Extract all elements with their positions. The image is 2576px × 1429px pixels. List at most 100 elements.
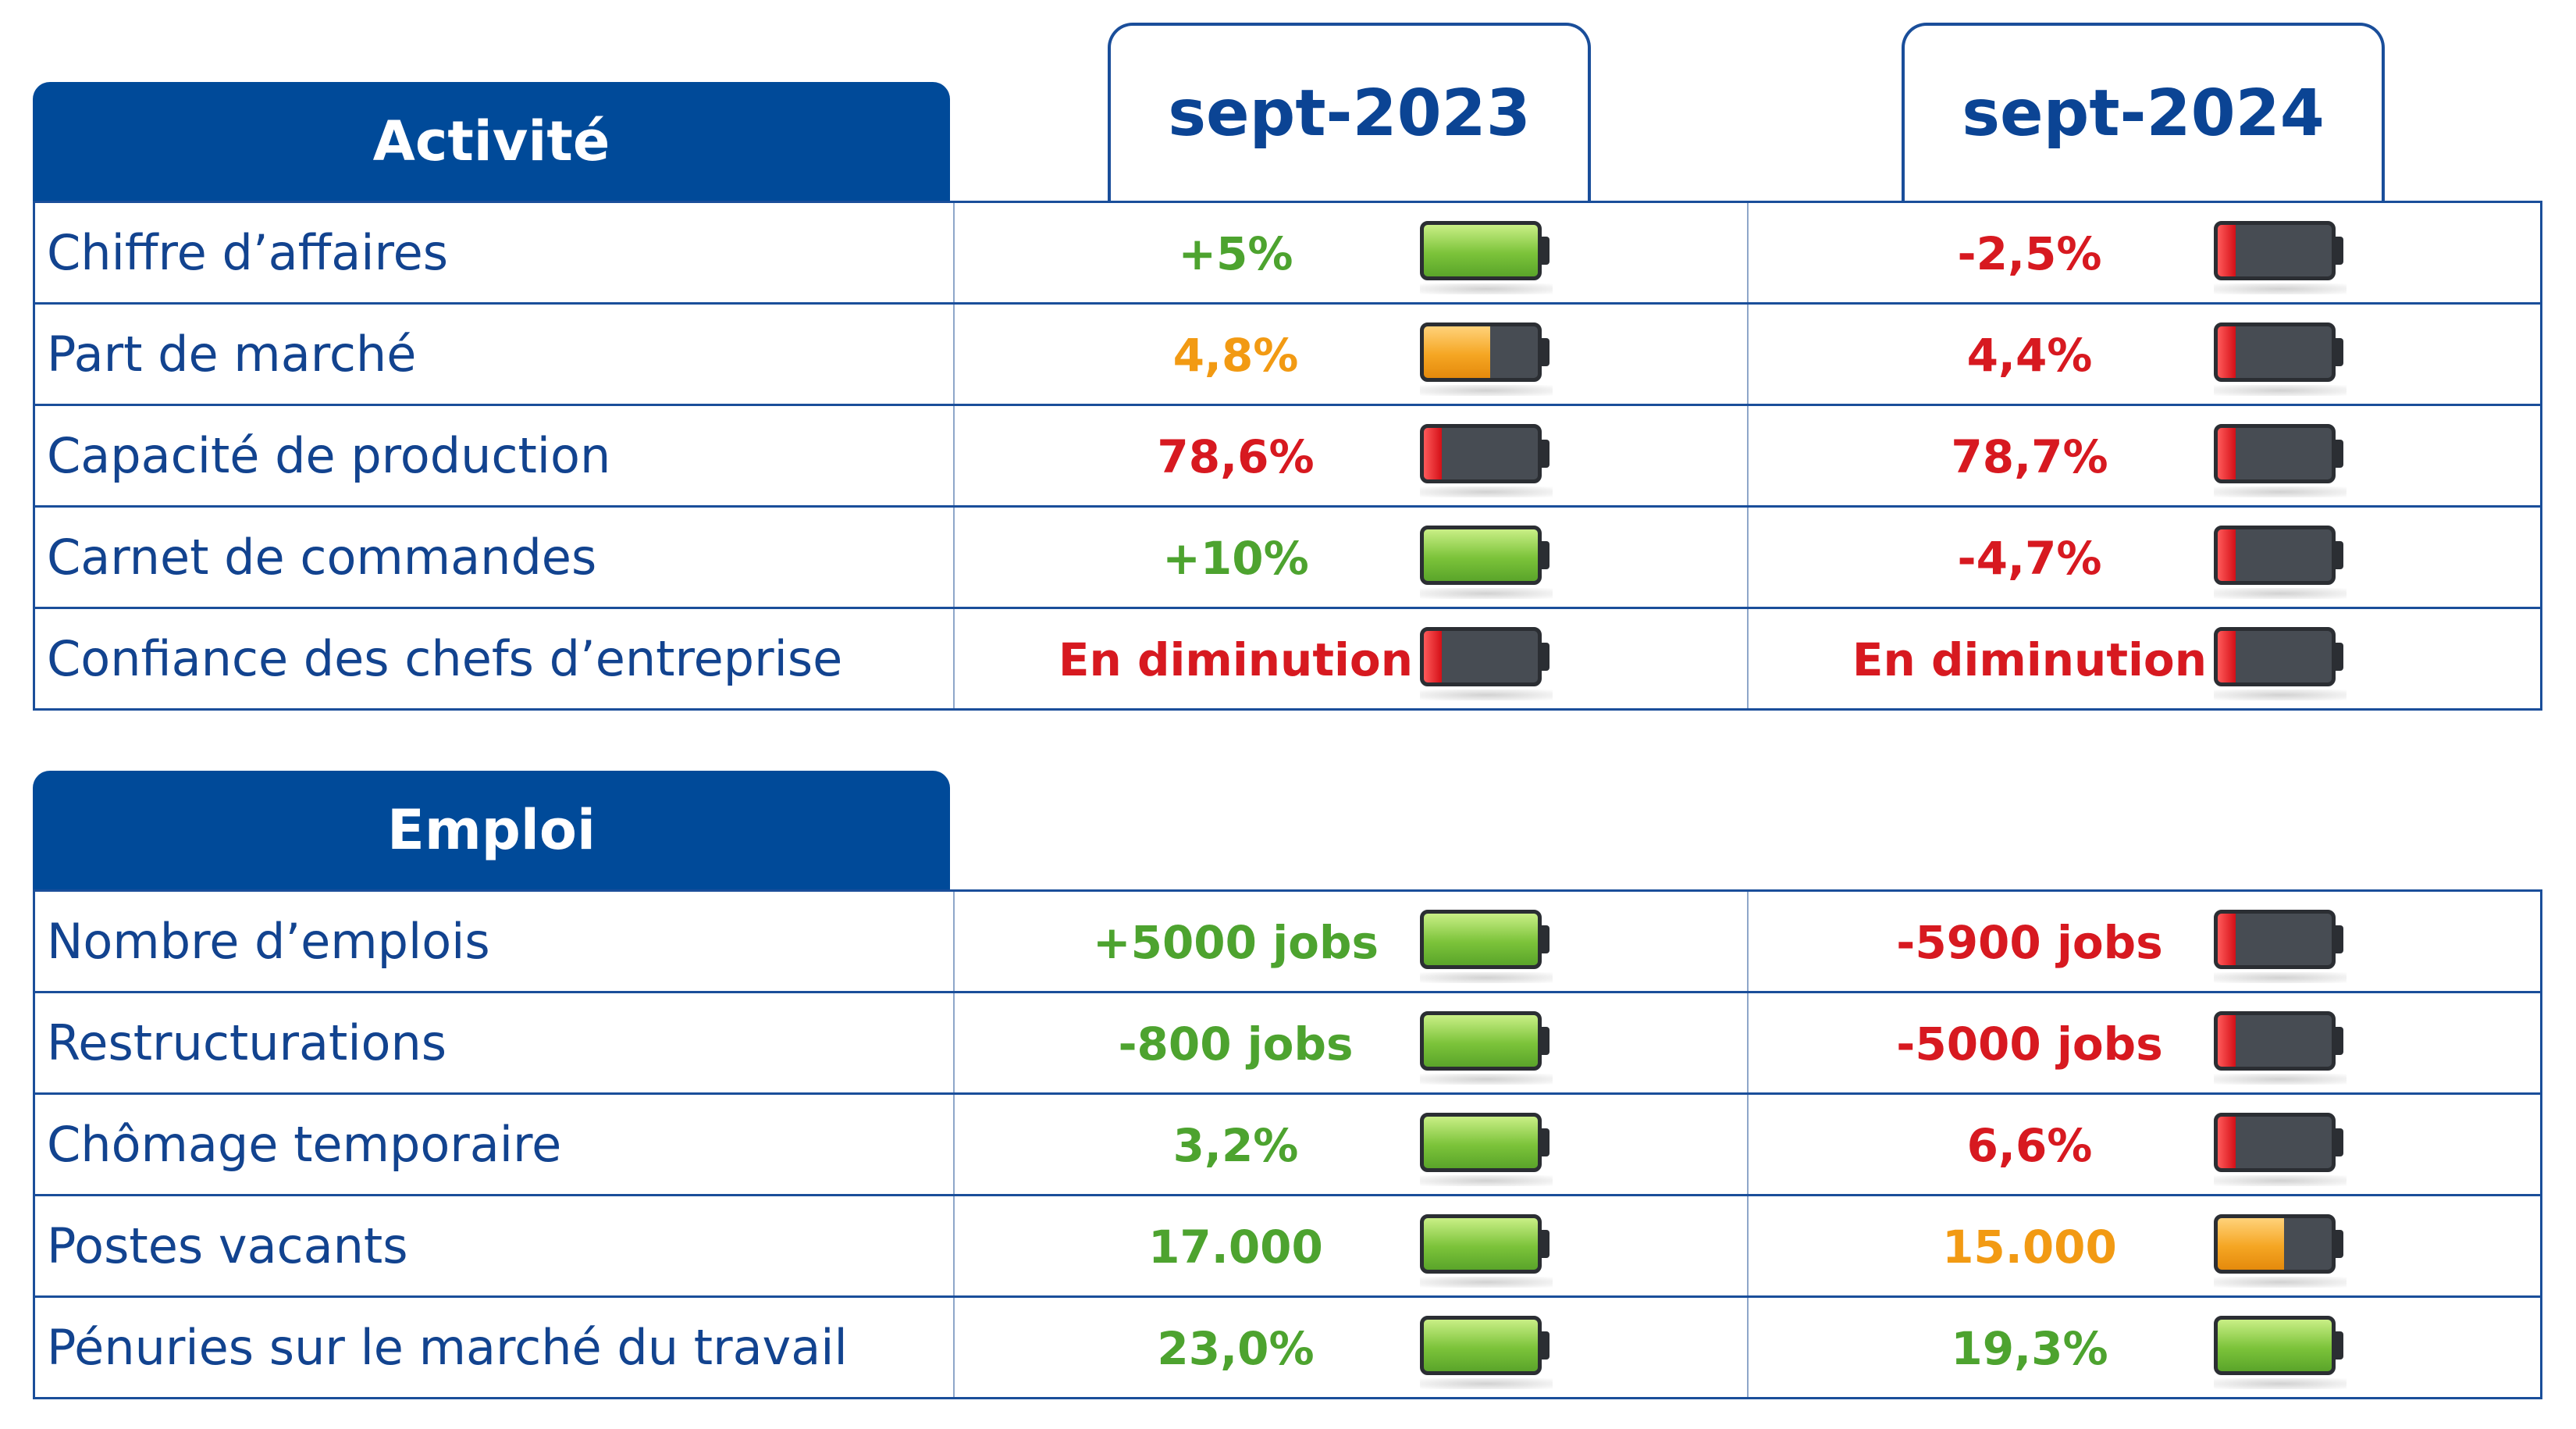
battery-icon — [2214, 526, 2336, 585]
battery-shadow — [2214, 385, 2347, 396]
row-label: Chômage temporaire — [47, 1116, 562, 1173]
cell-value: En diminution — [1852, 633, 2208, 686]
battery-shadow — [1420, 1175, 1553, 1186]
cell-value: +5000 jobs — [1093, 916, 1379, 969]
battery-shadow — [2214, 1175, 2347, 1186]
battery-icon — [2214, 323, 2336, 382]
battery-icon — [2214, 221, 2336, 280]
column-divider — [953, 1095, 955, 1194]
battery-tip — [1542, 643, 1550, 671]
column-divider — [953, 508, 955, 607]
battery-level — [2218, 1015, 2236, 1067]
battery-level — [1424, 225, 1538, 276]
battery-shadow — [1420, 588, 1553, 599]
column-divider — [953, 892, 955, 991]
section-header: Emploi — [33, 771, 950, 889]
battery-tip — [2336, 925, 2343, 953]
column-divider — [953, 203, 955, 302]
battery-level — [1424, 1218, 1538, 1270]
battery-level — [2218, 1218, 2284, 1270]
column-divider — [1747, 1298, 1749, 1397]
battery-level — [2218, 631, 2236, 682]
cell-value: +5% — [1178, 227, 1293, 280]
battery-level — [1424, 428, 1443, 479]
column-divider — [1747, 406, 1749, 505]
battery-tip — [1542, 925, 1550, 953]
column-divider — [953, 993, 955, 1092]
column-divider — [1747, 993, 1749, 1092]
column-divider — [1747, 892, 1749, 991]
row-label: Chiffre d’affaires — [47, 224, 449, 281]
cell-value: -5900 jobs — [1896, 916, 2163, 969]
battery-icon — [1420, 627, 1542, 686]
battery-icon — [1420, 526, 1542, 585]
battery-tip — [2336, 440, 2343, 468]
battery-level — [1424, 914, 1538, 965]
battery-level — [1424, 1015, 1538, 1067]
battery-icon — [1420, 1214, 1542, 1274]
battery-tip — [2336, 643, 2343, 671]
column-divider — [953, 305, 955, 404]
battery-icon — [1420, 1316, 1542, 1375]
battery-level — [1424, 1320, 1538, 1371]
battery-level — [1424, 529, 1538, 581]
row-label: Part de marché — [47, 326, 417, 383]
battery-tip — [2336, 1331, 2343, 1360]
row-label: Pénuries sur le marché du travail — [47, 1319, 848, 1376]
battery-tip — [2336, 1230, 2343, 1258]
cell-value: 19,3% — [1951, 1322, 2108, 1375]
battery-shadow — [1420, 1074, 1553, 1085]
battery-icon — [2214, 1011, 2336, 1071]
battery-tip — [2336, 338, 2343, 366]
battery-tip — [2336, 1027, 2343, 1055]
column-header: sept-2023 — [1108, 23, 1591, 201]
cell-value: +10% — [1162, 532, 1309, 585]
column-header: sept-2024 — [1902, 23, 2385, 201]
column-divider — [1747, 203, 1749, 302]
battery-level — [2218, 914, 2236, 965]
column-divider — [953, 1298, 955, 1397]
battery-shadow — [2214, 1378, 2347, 1389]
battery-level — [2218, 428, 2236, 479]
battery-tip — [2336, 1128, 2343, 1156]
battery-icon — [1420, 1113, 1542, 1172]
battery-level — [1424, 631, 1443, 682]
cell-value: 15.000 — [1942, 1221, 2117, 1274]
table-row — [33, 1295, 2542, 1399]
cell-value: En diminution — [1058, 633, 1414, 686]
battery-shadow — [1420, 283, 1553, 294]
column-divider — [1747, 1095, 1749, 1194]
battery-icon — [2214, 424, 2336, 483]
battery-shadow — [2214, 1074, 2347, 1085]
cell-value: 23,0% — [1157, 1322, 1315, 1375]
battery-icon — [1420, 323, 1542, 382]
battery-shadow — [2214, 486, 2347, 497]
row-label: Carnet de commandes — [47, 529, 597, 586]
column-divider — [1747, 609, 1749, 708]
battery-icon — [1420, 1011, 1542, 1071]
battery-tip — [1542, 1027, 1550, 1055]
battery-level — [2218, 1320, 2332, 1371]
battery-icon — [1420, 221, 1542, 280]
battery-tip — [1542, 237, 1550, 265]
battery-tip — [2336, 237, 2343, 265]
battery-level — [2218, 225, 2236, 276]
column-divider — [1747, 1196, 1749, 1295]
row-label: Capacité de production — [47, 427, 611, 484]
section-header: Activité — [33, 82, 950, 201]
battery-shadow — [2214, 588, 2347, 599]
column-divider — [1747, 508, 1749, 607]
battery-shadow — [1420, 690, 1553, 700]
column-divider — [1747, 305, 1749, 404]
battery-tip — [1542, 1331, 1550, 1360]
cell-value: 17.000 — [1148, 1221, 1323, 1274]
battery-level — [2218, 529, 2236, 581]
battery-level — [2218, 1117, 2236, 1168]
battery-level — [1424, 1117, 1538, 1168]
battery-shadow — [2214, 283, 2347, 294]
battery-icon — [2214, 627, 2336, 686]
battery-tip — [1542, 440, 1550, 468]
cell-value: 4,4% — [1966, 329, 2093, 382]
battery-tip — [1542, 1128, 1550, 1156]
cell-value: 4,8% — [1172, 329, 1299, 382]
